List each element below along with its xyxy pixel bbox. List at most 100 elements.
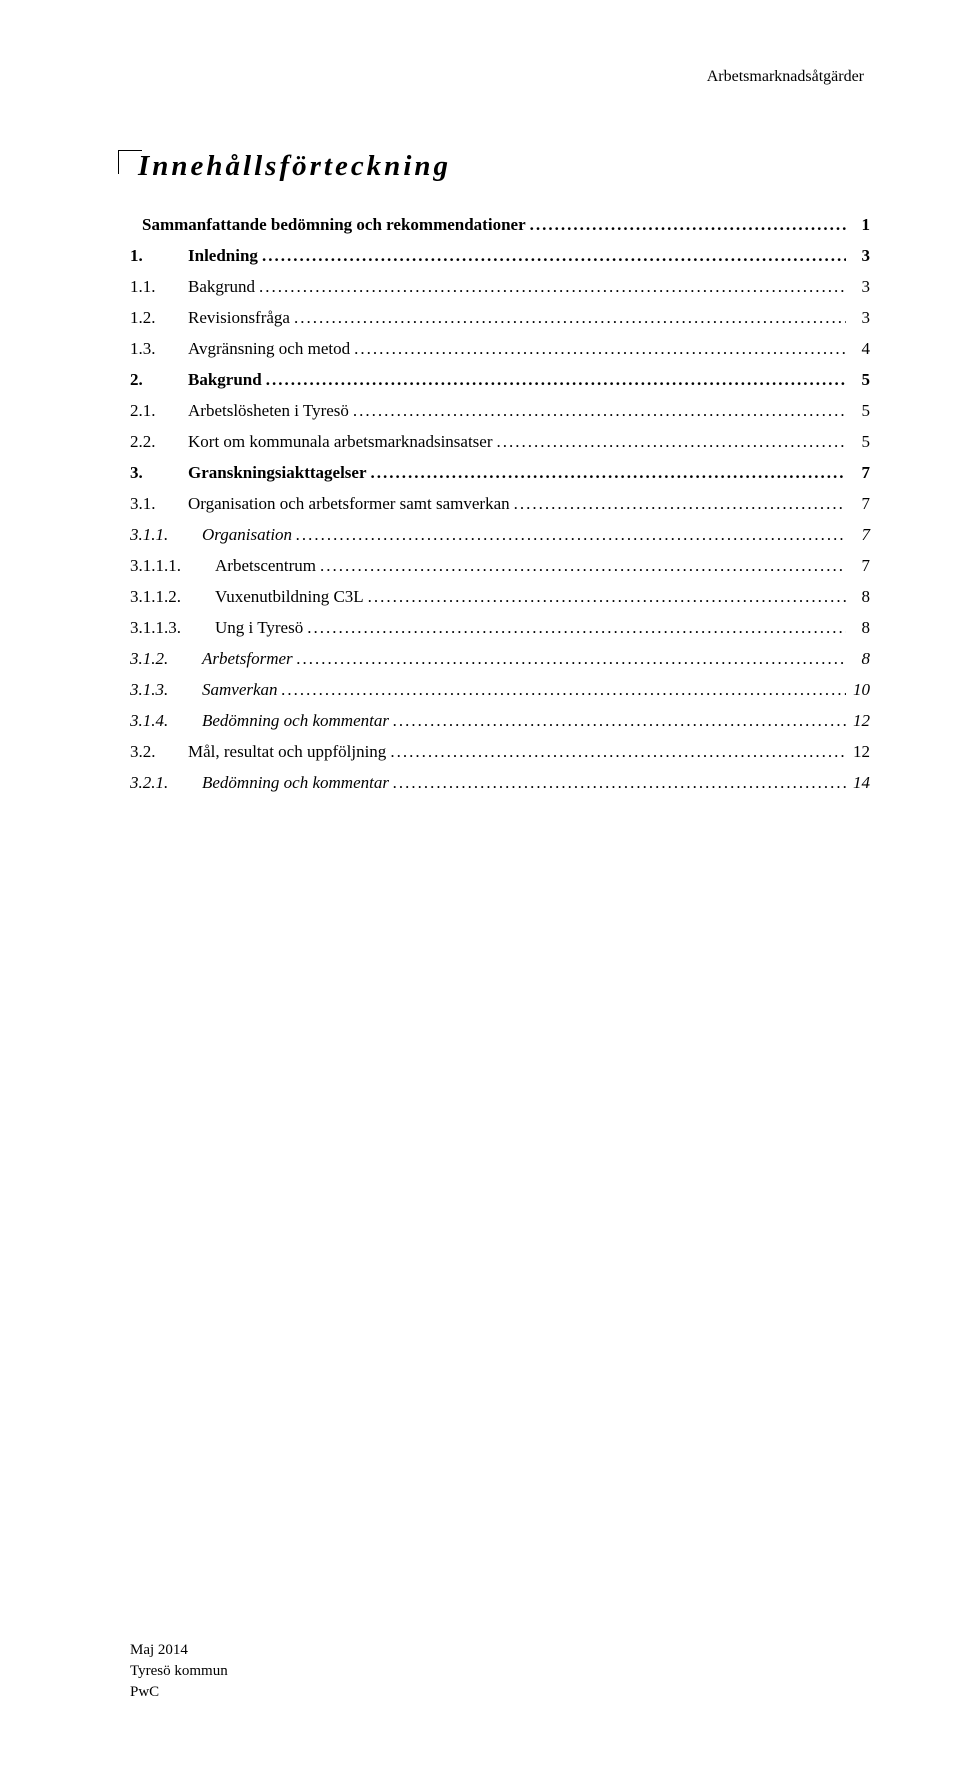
toc-entry-number: 1.3.: [130, 339, 188, 359]
toc-entry: 3.2.Mål, resultat och uppföljning 12: [130, 742, 870, 762]
toc-entry: 3.1.1.1.Arbetscentrum 7: [130, 556, 870, 576]
toc-entry-page: 10: [850, 680, 870, 700]
toc-entry-text: Organisation: [202, 525, 292, 545]
toc-entry-page: 5: [850, 401, 870, 421]
toc-entry: 2.2.Kort om kommunala arbetsmarknadsinsa…: [130, 432, 870, 452]
toc-entry-number: 2.1.: [130, 401, 188, 421]
toc-entry: 3.Granskningsiakttagelser 7: [130, 463, 870, 483]
toc-entry-page: 7: [850, 556, 870, 576]
toc-entry-text: Arbetslösheten i Tyresö: [188, 401, 349, 421]
page-footer: Maj 2014 Tyresö kommun PwC: [130, 1640, 228, 1703]
toc-entry-text: Bakgrund: [188, 370, 262, 390]
toc-entry-number: 3.1.1.: [130, 525, 202, 545]
toc-entry-dots: [368, 587, 846, 607]
toc-entry-dots: [297, 649, 846, 669]
toc-entry-text: Organisation och arbetsformer samt samve…: [188, 494, 510, 514]
toc-entry-page: 12: [850, 742, 870, 762]
toc-entry-dots: [371, 463, 846, 483]
toc-entry-dots: [296, 525, 846, 545]
toc-list: Sammanfattande bedömning och rekommendat…: [130, 215, 870, 793]
toc-entry: Sammanfattande bedömning och rekommendat…: [130, 215, 870, 235]
toc-entry-page: 3: [850, 277, 870, 297]
toc-entry-number: 2.2.: [130, 432, 188, 452]
toc-entry-text: Arbetsformer: [202, 649, 293, 669]
toc-entry: 3.1.4.Bedömning och kommentar 12: [130, 711, 870, 731]
toc-entry-page: 14: [850, 773, 870, 793]
toc-entry-text: Samverkan: [202, 680, 278, 700]
toc-title: Innehållsförteckning: [130, 150, 870, 183]
toc-entry: 1.Inledning 3: [130, 246, 870, 266]
toc-entry: 3.1.2.Arbetsformer 8: [130, 649, 870, 669]
toc-entry-dots: [307, 618, 846, 638]
toc-entry-page: 5: [850, 370, 870, 390]
toc-entry-dots: [354, 339, 846, 359]
toc-entry: 3.1.Organisation och arbetsformer samt s…: [130, 494, 870, 514]
toc-entry-number: 3.1.3.: [130, 680, 202, 700]
toc-entry-number: 1.1.: [130, 277, 188, 297]
toc-entry-number: 3.1.1.1.: [130, 556, 215, 576]
toc-entry: 1.1.Bakgrund 3: [130, 277, 870, 297]
toc-entry-number: 3.2.1.: [130, 773, 202, 793]
toc-entry-number: 3.1.: [130, 494, 188, 514]
toc-entry-number: 3.1.4.: [130, 711, 202, 731]
toc-entry: 2.Bakgrund 5: [130, 370, 870, 390]
footer-municipality: Tyresö kommun: [130, 1661, 228, 1682]
toc-entry-text: Vuxenutbildning C3L: [215, 587, 364, 607]
toc-entry-text: Bedömning och kommentar: [202, 711, 389, 731]
toc-entry-dots: [259, 277, 846, 297]
content-area: Innehållsförteckning Sammanfattande bedö…: [130, 150, 870, 804]
toc-entry-number: 3.1.1.2.: [130, 587, 215, 607]
toc-entry-dots: [390, 742, 846, 762]
toc-entry: 3.1.1.Organisation 7: [130, 525, 870, 545]
toc-entry-dots: [530, 215, 846, 235]
footer-company: PwC: [130, 1682, 228, 1703]
toc-entry-page: 7: [850, 525, 870, 545]
toc-entry: 3.1.3.Samverkan 10: [130, 680, 870, 700]
toc-entry-text: Ung i Tyresö: [215, 618, 303, 638]
page-header: Arbetsmarknadsåtgärder: [707, 68, 864, 86]
corner-decoration-vertical: [118, 150, 119, 174]
toc-entry: 3.1.1.2.Vuxenutbildning C3L 8: [130, 587, 870, 607]
toc-entry-text: Granskningsiakttagelser: [188, 463, 367, 483]
toc-entry-dots: [353, 401, 846, 421]
toc-entry-text: Bedömning och kommentar: [202, 773, 389, 793]
toc-entry: 2.1.Arbetslösheten i Tyresö 5: [130, 401, 870, 421]
toc-entry-text: Bakgrund: [188, 277, 255, 297]
toc-entry-dots: [282, 680, 846, 700]
toc-entry-text: Inledning: [188, 246, 258, 266]
toc-entry-dots: [497, 432, 846, 452]
toc-entry-dots: [320, 556, 846, 576]
toc-entry-number: 3.2.: [130, 742, 188, 762]
toc-entry-page: 8: [850, 618, 870, 638]
toc-entry-dots: [393, 773, 846, 793]
toc-entry-dots: [266, 370, 846, 390]
toc-entry-page: 7: [850, 463, 870, 483]
toc-entry: 1.2.Revisionsfråga3: [130, 308, 870, 328]
footer-date: Maj 2014: [130, 1640, 228, 1661]
toc-entry: 3.1.1.3.Ung i Tyresö8: [130, 618, 870, 638]
toc-entry: 1.3.Avgränsning och metod 4: [130, 339, 870, 359]
toc-entry-page: 7: [850, 494, 870, 514]
toc-entry-text: Mål, resultat och uppföljning: [188, 742, 386, 762]
toc-entry-dots: [514, 494, 846, 514]
toc-entry-page: 5: [850, 432, 870, 452]
toc-entry-number: 3.1.2.: [130, 649, 202, 669]
toc-entry-page: 12: [850, 711, 870, 731]
toc-entry-text: Arbetscentrum: [215, 556, 316, 576]
toc-entry-number: 3.: [130, 463, 188, 483]
toc-entry-page: 3: [850, 246, 870, 266]
toc-entry-page: 8: [850, 649, 870, 669]
toc-entry-text: Avgränsning och metod: [188, 339, 350, 359]
toc-entry-dots: [393, 711, 846, 731]
toc-entry-page: 4: [850, 339, 870, 359]
toc-entry: 3.2.1.Bedömning och kommentar 14: [130, 773, 870, 793]
toc-entry-text: Sammanfattande bedömning och rekommendat…: [142, 215, 526, 235]
toc-entry-text: Revisionsfråga: [188, 308, 290, 328]
toc-entry-page: 1: [850, 215, 870, 235]
toc-entry-number: 2.: [130, 370, 188, 390]
toc-entry-dots: [294, 308, 846, 328]
toc-entry-page: 3: [850, 308, 870, 328]
toc-entry-page: 8: [850, 587, 870, 607]
toc-entry-number: 1.: [130, 246, 188, 266]
page-header-text: Arbetsmarknadsåtgärder: [707, 68, 864, 85]
